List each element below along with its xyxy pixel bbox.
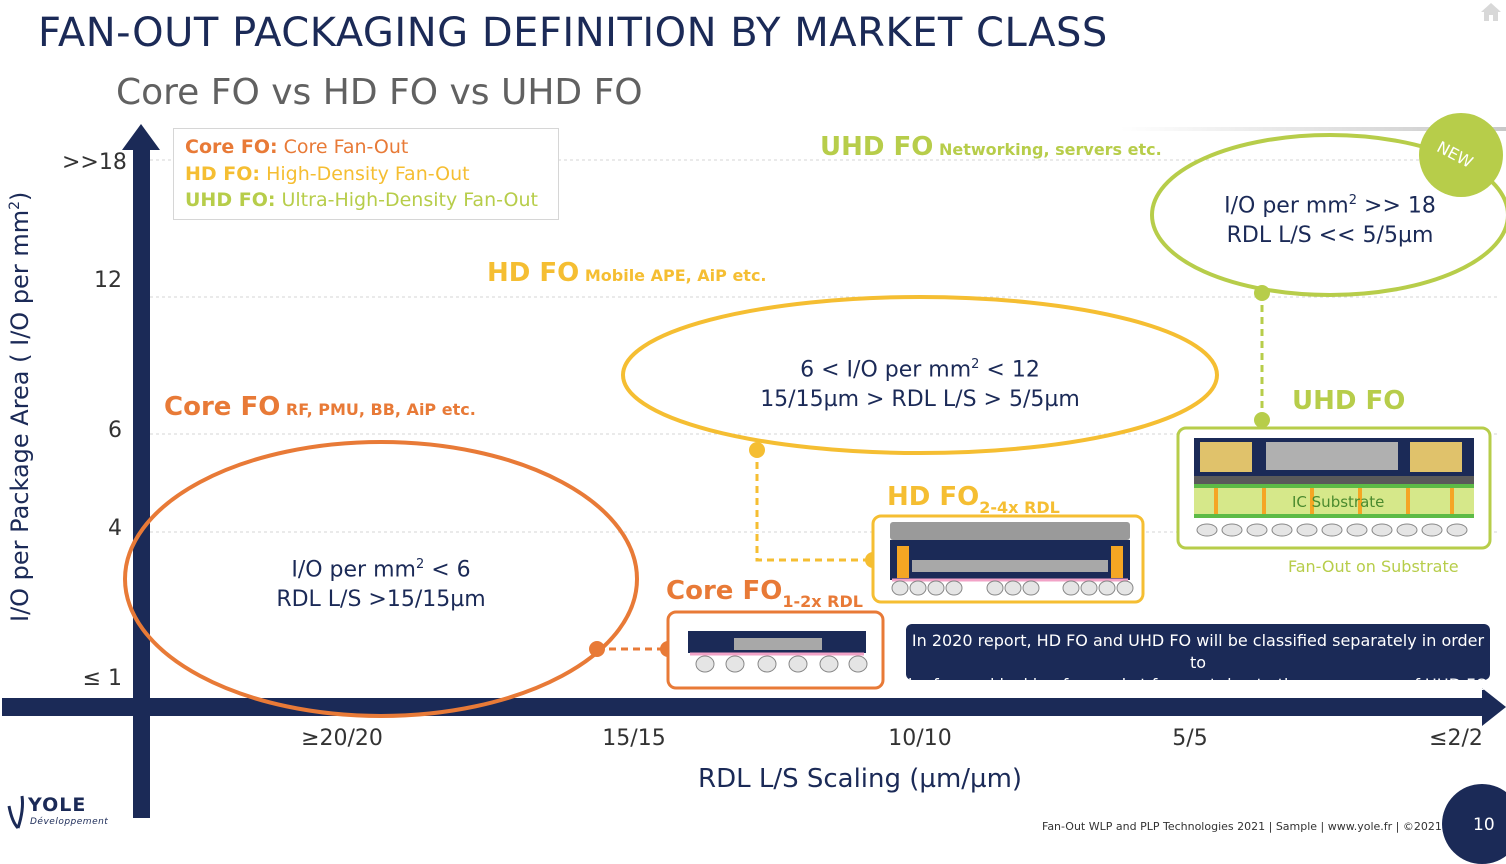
new-badge-circle [1419, 113, 1503, 197]
logo-wordmark: YOLE [28, 794, 87, 816]
fan-out-on-substrate-caption: Fan-Out on Substrate [1288, 557, 1459, 576]
x-tick-label: ≤2/2 [1429, 726, 1483, 751]
y-axis-label: I/O per Package Area ( I/O per mm2) [6, 191, 34, 622]
x-tick-label: ≥20/20 [301, 726, 383, 751]
logo-subtext: Développement [30, 817, 109, 827]
axes [2, 124, 1506, 818]
x-tick-label: 15/15 [602, 726, 666, 751]
page-number: 10 [1473, 815, 1495, 835]
note-box: In 2020 report, HD FO and UHD FO will be… [906, 624, 1490, 694]
diagram-canvas [2, 113, 1506, 818]
legend-hd: HD FO: High-Density Fan-Out [185, 163, 470, 185]
yole-logo: YOLE Développement [6, 792, 116, 836]
uhd-fo-heading: UHD FO Networking, servers etc. [820, 132, 1162, 162]
core-connector [589, 641, 676, 657]
page-subtitle: Core FO vs HD FO vs UHD FO [116, 72, 643, 113]
x-axis-label: RDL L/S Scaling (µm/µm) [698, 764, 1023, 794]
uhd-oval [1150, 133, 1506, 297]
uhd-package-label: UHD FO [1292, 386, 1406, 416]
y-tick-label: >>18 [62, 150, 127, 175]
page-title: FAN-OUT PACKAGING DEFINITION BY MARKET C… [38, 10, 1108, 56]
legend-uhd: UHD FO: Ultra-High-Density Fan-Out [185, 189, 538, 211]
yole-logo-mark-icon [7, 795, 24, 830]
uhd-oval-text: I/O per mm2 >> 18 RDL L/S << 5/5µm [1224, 193, 1436, 249]
core-oval-text: I/O per mm2 < 6 RDL L/S >15/15µm [276, 557, 486, 613]
core-package-label: Core FO1-2x RDL [666, 576, 863, 611]
y-tick-label: 4 [108, 516, 122, 541]
hd-oval-text: 6 < I/O per mm2 < 12 15/15µm > RDL L/S >… [760, 357, 1080, 413]
hd-package-label: HD FO2-4x RDL [887, 482, 1060, 517]
x-tick-label: 5/5 [1172, 726, 1208, 751]
ic-substrate-label: IC Substrate [1292, 493, 1385, 511]
hd-oval [621, 295, 1219, 455]
legend-box: Core FO: Core Fan-Out HD FO: High-Densit… [173, 128, 559, 220]
hd-fo-heading: HD FO Mobile APE, AiP etc. [487, 258, 767, 288]
uhd-connector [1254, 285, 1270, 428]
hd-package-illustration [871, 514, 1145, 604]
core-oval [123, 440, 639, 718]
y-tick-label: ≤ 1 [82, 666, 122, 691]
legend-core: Core FO: Core Fan-Out [185, 136, 409, 158]
hd-connector [749, 442, 881, 568]
y-tick-label: 6 [108, 418, 122, 443]
y-tick-label: 12 [94, 268, 122, 293]
x-tick-label: 10/10 [888, 726, 952, 751]
core-package-illustration [666, 610, 885, 690]
header-rule [1120, 127, 1506, 131]
home-icon[interactable] [1480, 2, 1502, 22]
footer-text: Fan-Out WLP and PLP Technologies 2021 | … [1042, 820, 1442, 833]
core-fo-heading: Core FO RF, PMU, BB, AiP etc. [164, 392, 476, 422]
uhd-package-illustration [1176, 426, 1492, 550]
